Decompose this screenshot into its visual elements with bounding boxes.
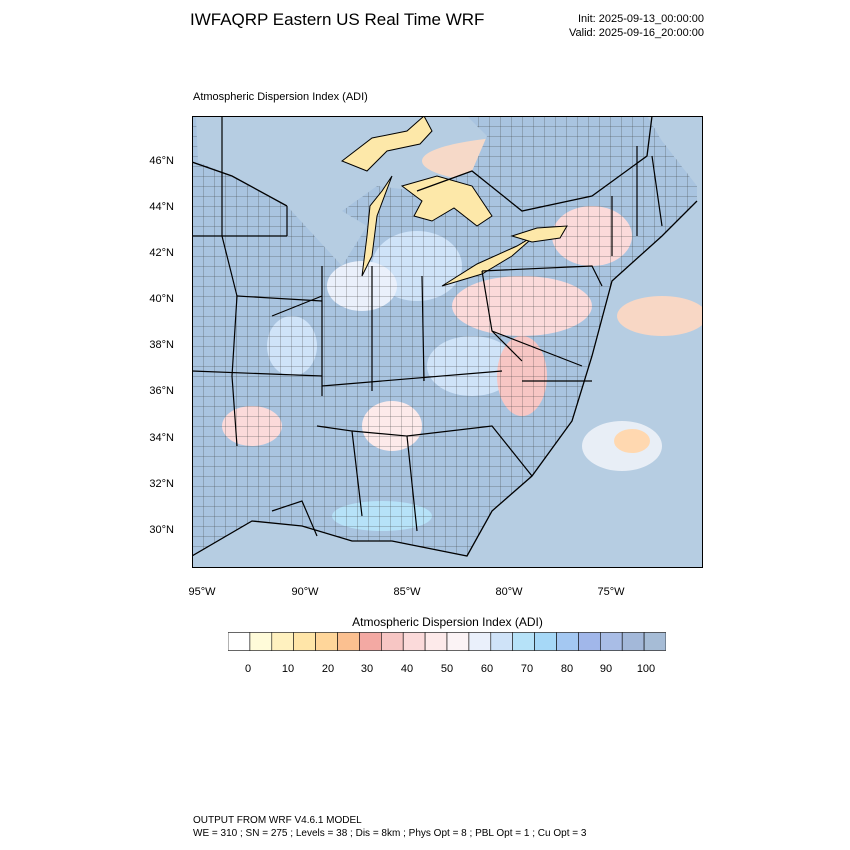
offshore-band (617, 296, 703, 336)
colorbar-swatch (534, 632, 557, 651)
canada-border (192, 116, 653, 212)
plot-title: IWFAQRP Eastern US Real Time WRF (190, 10, 485, 29)
colorbar-swatch (315, 632, 338, 651)
colorbar-swatch (337, 632, 360, 651)
lake-superior (340, 116, 433, 172)
lon-tick-90w: 90°W (291, 586, 319, 598)
colorbar-swatch (446, 632, 470, 651)
lat-tick-44n: 44°N (149, 201, 174, 213)
map-svg (192, 116, 703, 568)
colorbar-label-20: 20 (321, 663, 335, 675)
lat-tick-36n: 36°N (149, 385, 174, 397)
lon-tick-85w: 85°W (393, 586, 421, 598)
colorbar-swatch (271, 632, 294, 651)
colorbar-swatch (578, 632, 601, 651)
footer-model: OUTPUT FROM WRF V4.6.1 MODEL (193, 815, 362, 826)
lon-tick-75w: 75°W (597, 586, 625, 598)
colorbar-label-60: 60 (480, 663, 494, 675)
lat-tick-32n: 32°N (149, 478, 174, 490)
colorbar-swatch (468, 632, 492, 651)
lat-tick-42n: 42°N (149, 247, 174, 259)
colorbar-swatch (381, 632, 404, 651)
colorbar-label-10: 10 (281, 663, 295, 675)
colorbar-swatch (293, 632, 316, 651)
colorbar-swatch (228, 632, 251, 651)
colorbar-swatch (599, 632, 623, 651)
footer-config: WE = 310 ; SN = 275 ; Levels = 38 ; Dis … (193, 828, 587, 839)
colorbar-label-90: 90 (599, 663, 613, 675)
colorbar-swatch (556, 632, 579, 651)
colorbar-swatch (359, 632, 382, 651)
colorbar-swatch (490, 632, 513, 651)
colorbar-swatch (249, 632, 273, 651)
colorbar-swatch (621, 632, 645, 651)
field-label: Atmospheric Dispersion Index (ADI) (193, 91, 368, 103)
lon-tick-80w: 80°W (495, 586, 523, 598)
colorbar-label-50: 50 (440, 663, 454, 675)
lake-ontario (510, 225, 568, 243)
map-panel (192, 116, 703, 568)
map-frame (192, 116, 703, 568)
colorbar-title: Atmospheric Dispersion Index (ADI) (352, 615, 543, 629)
colorbar-label-70: 70 (520, 663, 534, 675)
lon-tick-95w: 95°W (188, 586, 216, 598)
offshore-warm-cell (614, 429, 650, 453)
valid-time: Valid: 2025-09-16_20:00:00 (569, 27, 704, 39)
lat-tick-46n: 46°N (149, 155, 174, 167)
state-borders (192, 116, 663, 537)
lat-tick-30n: 30°N (149, 524, 174, 536)
lake-michigan (361, 175, 393, 277)
colorbar-label-80: 80 (560, 663, 574, 675)
colorbar-label-0: 0 (244, 663, 252, 675)
colorbar-swatch (402, 632, 426, 651)
colorbar-label-40: 40 (400, 663, 414, 675)
lat-tick-34n: 34°N (149, 432, 174, 444)
colorbar-label-30: 30 (360, 663, 374, 675)
colorbar-swatch (643, 632, 666, 651)
lat-tick-38n: 38°N (149, 339, 174, 351)
colorbar-label-100: 100 (636, 663, 656, 675)
coastline (192, 200, 698, 557)
colorbar (228, 632, 666, 651)
colorbar-swatch (424, 632, 448, 651)
colorbar-swatch (512, 632, 535, 651)
lat-tick-40n: 40°N (149, 293, 174, 305)
init-time: Init: 2025-09-13_00:00:00 (578, 13, 704, 25)
